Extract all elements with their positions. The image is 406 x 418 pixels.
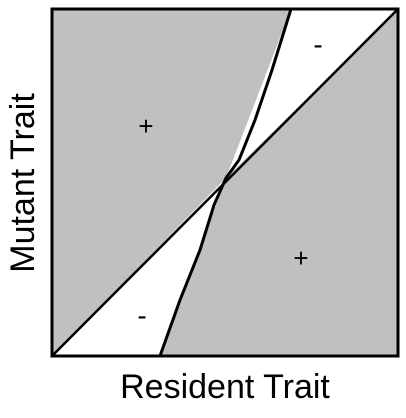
x-axis-label: Resident Trait: [120, 368, 330, 406]
plot-frame: [50, 7, 400, 358]
sign-upper-right: -: [313, 29, 322, 60]
y-axis-label: Mutant Trait: [4, 93, 42, 273]
sign-lower-right: +: [293, 243, 308, 273]
sign-upper-left: +: [138, 111, 153, 141]
sign-lower-left: -: [137, 300, 146, 331]
boundary-curve: [158, 8, 293, 357]
